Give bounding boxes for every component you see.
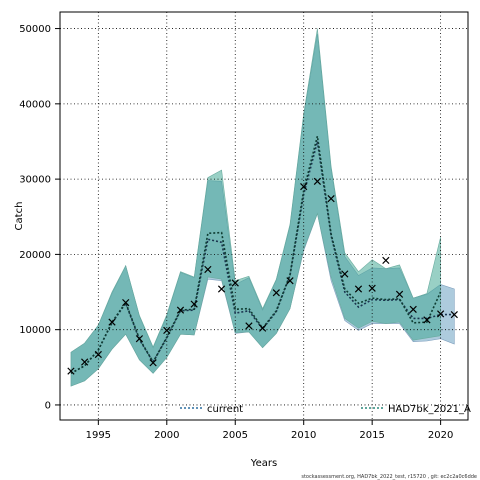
observed-point <box>423 316 431 324</box>
observed-point <box>67 367 75 375</box>
observed-point <box>245 322 253 330</box>
observed-point <box>286 277 294 285</box>
confidence-bands <box>70 28 455 387</box>
observed-point <box>313 177 322 185</box>
observed-point <box>368 284 376 292</box>
estimate-lines <box>70 136 455 375</box>
observed-point <box>204 265 212 274</box>
x-tick-label: 2015 <box>359 430 384 441</box>
observed-point <box>436 310 445 318</box>
x-axis-ticks: 1995 2000 2005 2010 2015 2020 <box>86 420 453 441</box>
observed-point <box>163 326 171 335</box>
y-tick-label: 20000 <box>19 250 51 261</box>
observed-point <box>135 335 144 343</box>
observed-point <box>395 290 404 298</box>
y-axis-label: Catch <box>14 202 25 231</box>
observed-point <box>450 310 458 319</box>
observed-point <box>272 289 280 297</box>
x-tick-label: 2000 <box>154 430 179 441</box>
x-tick-label: 2005 <box>223 430 248 441</box>
footer-text: stockassessment.org, HAD7bk_2022_test, r… <box>301 474 477 480</box>
x-tick-label: 2020 <box>428 430 453 441</box>
legend-label-had7bk: HAD7bk_2021_A <box>388 404 471 415</box>
observed-point <box>217 285 226 293</box>
observed-point <box>259 324 267 332</box>
plot-frame <box>59 11 469 421</box>
band-had7bk <box>70 28 441 387</box>
x-tick-label: 1995 <box>86 430 111 441</box>
legend-label-current: current <box>207 404 243 415</box>
y-tick-label: 30000 <box>19 175 51 186</box>
observed-point <box>94 350 102 359</box>
legend: current HAD7bk_2021_A <box>180 404 471 415</box>
x-axis-label: Years <box>250 458 277 469</box>
observed-point <box>108 318 116 326</box>
observed-point <box>231 279 239 287</box>
observed-point <box>327 195 335 203</box>
observed-points <box>67 177 458 375</box>
grid-lines <box>60 12 468 420</box>
y-axis-ticks: 0 10000 20000 30000 40000 50000 <box>19 24 60 411</box>
observed-point <box>300 183 308 191</box>
observed-point <box>176 306 185 314</box>
observed-point <box>354 285 363 293</box>
y-tick-label: 0 <box>45 400 51 411</box>
y-tick-label: 10000 <box>19 325 51 336</box>
observed-point <box>190 300 198 308</box>
observed-point <box>341 270 349 278</box>
observed-point <box>149 359 157 367</box>
y-tick-label: 50000 <box>19 24 51 35</box>
observed-point <box>122 298 130 307</box>
observed-point <box>382 256 390 265</box>
observed-point <box>81 358 89 366</box>
x-tick-label: 2010 <box>291 430 316 441</box>
y-tick-label: 40000 <box>19 99 51 110</box>
observed-point <box>409 305 417 313</box>
